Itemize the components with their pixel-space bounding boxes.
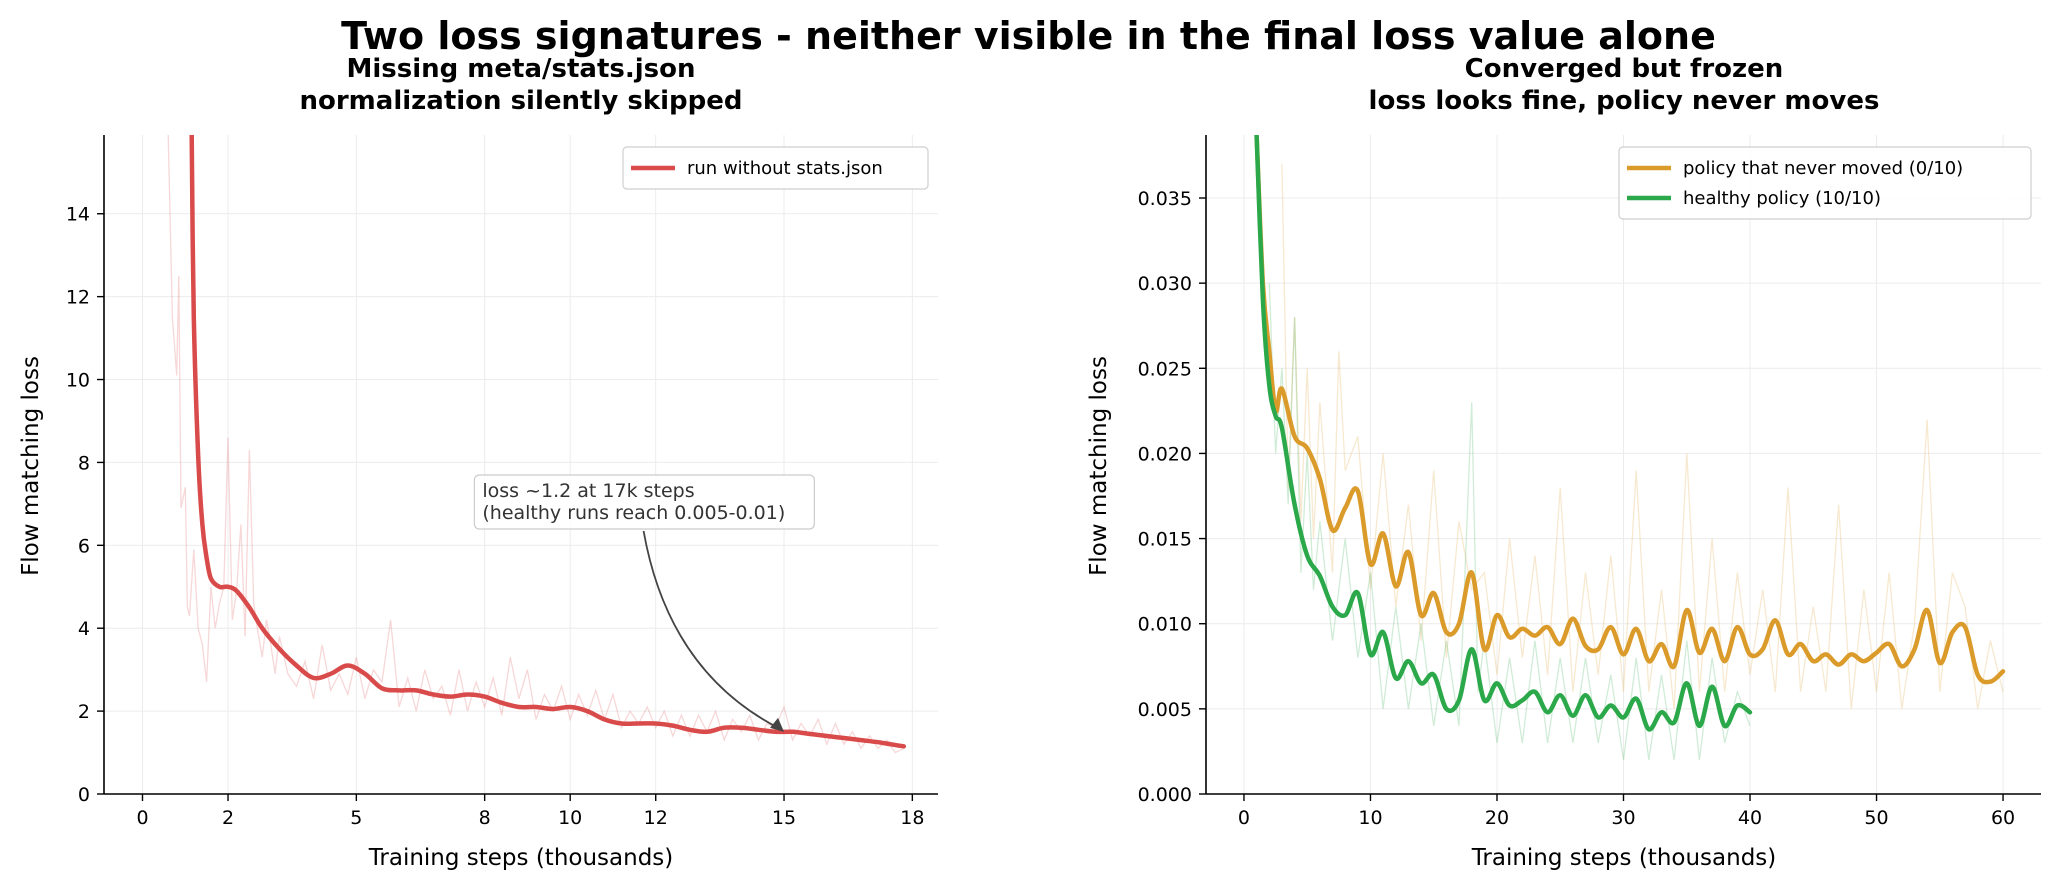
x-tick-label: 2: [222, 807, 234, 829]
annotation-text: (healthy runs reach 0.005-0.01): [482, 502, 785, 524]
raw-trace-line: [1281, 163, 2004, 710]
y-tick-label: 2: [78, 701, 90, 723]
x-tick-label: 0: [136, 807, 148, 829]
grid-lines: [1206, 135, 2041, 795]
x-tick-label: 20: [1485, 807, 1509, 829]
annotation-arrowhead: [770, 717, 785, 732]
y-tick-label: 14: [66, 204, 90, 226]
x-tick-label: 15: [772, 807, 796, 829]
y-tick-label: 0.035: [1138, 188, 1192, 210]
x-tick-label: 0: [1238, 807, 1250, 829]
legend: run without stats.json: [622, 146, 929, 190]
legend: policy that never moved (0/10) healthy po…: [1618, 146, 2032, 220]
loss-chart-missing-stats: Missing meta/stats.json normalization si…: [18, 54, 938, 871]
series-lines: [1254, 135, 2006, 732]
y-tick-label: 0.020: [1138, 443, 1192, 465]
legend-label: policy that never moved (0/10): [1683, 158, 1963, 179]
x-tick-label: 18: [900, 807, 924, 829]
raw-trace-line: [1268, 283, 1751, 760]
x-tick-label: 8: [479, 807, 491, 829]
y-axis-label: Flow matching loss: [18, 356, 44, 576]
axes: [103, 135, 938, 795]
x-tick-label: 10: [1358, 807, 1382, 829]
annotation-box: [473, 474, 815, 530]
y-tick-label: 10: [66, 370, 90, 392]
y-tick-label: 8: [78, 452, 90, 474]
y-tick-label: 0.030: [1138, 273, 1192, 295]
legend-box: [622, 146, 929, 190]
y-axis-label: Flow matching loss: [1086, 356, 1112, 576]
x-tick-label: 40: [1738, 807, 1762, 829]
panel-title-line-2: normalization silently skipped: [299, 86, 742, 116]
y-tick-label: 0.000: [1138, 784, 1192, 806]
y-tick-label: 4: [78, 618, 90, 640]
legend-label: healthy policy (10/10): [1683, 188, 1881, 209]
x-tick-label: 10: [558, 807, 582, 829]
tick-labels: 0 2 5 8 10 12 15 18 0 2 4 6 8 10 12 14: [66, 204, 925, 829]
x-tick-label: 50: [1864, 807, 1888, 829]
figure-title: Two loss signatures - neither visible in…: [341, 14, 1716, 58]
legend-box: [1618, 146, 2032, 220]
y-tick-label: 0.005: [1138, 699, 1192, 721]
legend-label: run without stats.json: [687, 158, 883, 179]
y-tick-label: 0.010: [1138, 614, 1192, 636]
x-axis-label: Training steps (thousands): [1471, 845, 1777, 871]
x-tick-label: 5: [350, 807, 362, 829]
y-tick-label: 12: [66, 287, 90, 309]
y-tick-label: 6: [78, 535, 90, 557]
annotation-arrow: [642, 530, 781, 730]
series-lines: [189, 135, 907, 749]
y-tick-label: 0.015: [1138, 529, 1192, 551]
x-axis-label: Training steps (thousands): [368, 845, 674, 871]
panel-title-line-1: Converged but frozen: [1465, 54, 1784, 84]
series-line: [1254, 135, 2006, 685]
annotation: loss ~1.2 at 17k steps(healthy runs reac…: [473, 474, 815, 732]
raw-trace-line: [167, 135, 905, 754]
panel-title-line-2: loss looks fine, policy never moves: [1369, 86, 1880, 116]
raw-loss-trace: [1268, 163, 2004, 760]
tick-labels: 0 10 20 30 40 50 60 0.000 0.005 0.010 0.015 0.020 0.…: [1138, 188, 2016, 829]
x-tick-label: 12: [644, 807, 668, 829]
y-tick-label: 0: [78, 784, 90, 806]
y-tick-label: 0.025: [1138, 358, 1192, 380]
loss-chart-frozen-policy: Converged but frozen loss looks fine, po…: [1086, 54, 2041, 871]
x-tick-label: 30: [1611, 807, 1635, 829]
series-line: [1254, 135, 1753, 732]
raw-loss-trace: [167, 135, 905, 754]
annotation-text: loss ~1.2 at 17k steps: [482, 480, 694, 502]
panel-title-line-1: Missing meta/stats.json: [346, 54, 695, 84]
x-tick-label: 60: [1991, 807, 2015, 829]
series-line: [189, 135, 907, 749]
